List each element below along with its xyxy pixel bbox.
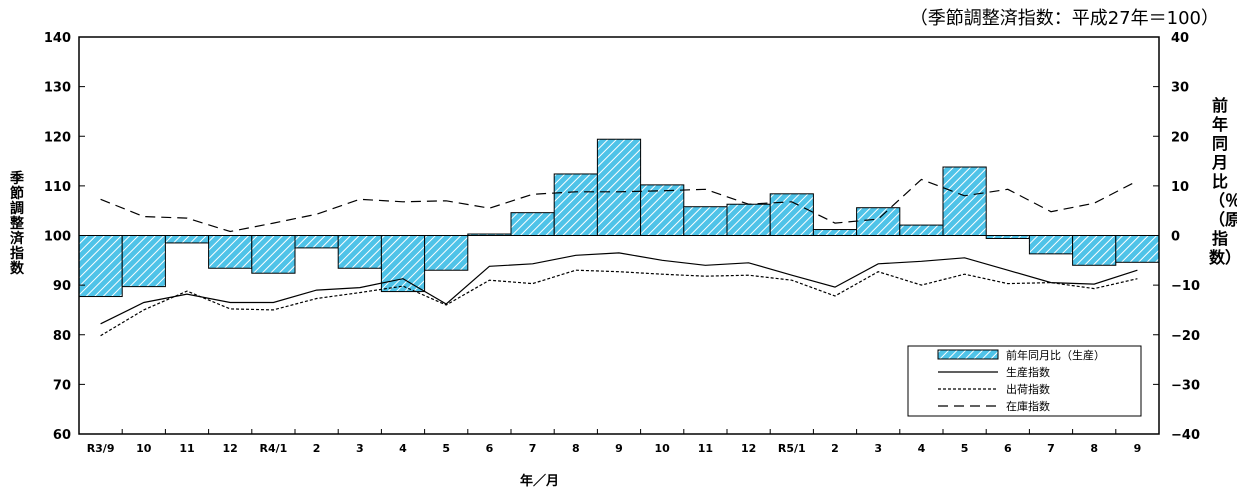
y-right-tick-label: −30: [1171, 378, 1200, 393]
line-series-1: [100, 252, 1138, 325]
y-right-tick-label: 0: [1171, 230, 1180, 245]
legend-label: 生産指数: [1006, 365, 1050, 379]
bar-R5/1: [769, 193, 814, 237]
legend-label: 出荷指数: [1006, 382, 1050, 396]
y-left-tick-label: 140: [44, 31, 71, 46]
y-axis-right-title: 前年同月比（％）（原指数）: [1209, 96, 1237, 267]
legend-swatch-bar: [937, 349, 999, 360]
x-tick-label: 6: [1004, 442, 1012, 455]
x-tick-label: 9: [615, 442, 623, 455]
bar-4: [380, 235, 426, 293]
y-left-tick-label: 70: [53, 378, 71, 393]
y-right-tick-label: −10: [1171, 279, 1200, 294]
y-right-tick-label: 20: [1171, 130, 1189, 145]
y-right-tick-label: −20: [1171, 329, 1200, 344]
y-left-tick-label: 80: [53, 329, 71, 344]
bar-3: [856, 207, 901, 237]
bar-2: [294, 235, 339, 249]
y-left-tick-label: 130: [44, 81, 71, 96]
x-tick-label: 5: [442, 442, 450, 455]
x-tick-label: 12: [223, 442, 238, 455]
bar-12: [726, 203, 771, 237]
y-right-tick-label: 40: [1171, 31, 1189, 46]
y-left-tick-label: 120: [44, 130, 71, 145]
bar-7: [1028, 235, 1074, 255]
x-tick-label: 10: [655, 442, 671, 455]
y-right-tick-label: 10: [1171, 180, 1189, 195]
bar-9: [1115, 235, 1160, 263]
bar-11: [683, 206, 728, 236]
bar-10: [640, 184, 685, 237]
x-tick-label: 12: [741, 442, 756, 455]
bar-5: [942, 166, 987, 236]
x-tick-label: 9: [1134, 442, 1142, 455]
bar-12: [208, 235, 253, 269]
y-right-tick-label: 30: [1171, 81, 1189, 96]
line-series-2: [100, 269, 1138, 337]
x-tick-label: 11: [698, 442, 713, 455]
y-left-tick-label: 100: [44, 230, 71, 245]
x-tick-label: 5: [961, 442, 969, 455]
y-axis-right-label: 前年同月比（％）（原指数）: [1209, 96, 1237, 267]
x-tick-label: 3: [356, 442, 364, 455]
x-tick-label: R5/1: [778, 442, 806, 455]
y-left-tick-label: 90: [53, 279, 71, 294]
x-tick-label: 11: [179, 442, 194, 455]
x-tick-label: 7: [529, 442, 537, 455]
x-tick-label: 2: [831, 442, 839, 455]
bar-8: [1072, 235, 1117, 266]
y-axis-left-title: 季節調整済指数: [8, 172, 26, 277]
unit-note: （季節調整済指数：平成27年＝100）: [909, 8, 1219, 29]
bar-10: [121, 235, 166, 288]
x-tick-label: R3/9: [87, 442, 115, 455]
bar-5: [424, 235, 469, 271]
bar-3: [337, 235, 382, 269]
x-tick-label: 4: [399, 442, 407, 455]
x-tick-label: 10: [136, 442, 152, 455]
y-axis-left-label: 季節調整済指数: [10, 171, 24, 277]
x-tick-label: 2: [313, 442, 321, 455]
legend-label: 前年同月比（生産）: [1006, 348, 1105, 362]
legend-label: 在庫指数: [1006, 399, 1050, 413]
y-left-tick-label: 110: [44, 180, 71, 195]
bar-7: [510, 212, 555, 236]
x-axis-title: 年／月: [520, 474, 560, 489]
bar-R3/9: [78, 235, 123, 298]
line-series-3: [100, 178, 1138, 233]
x-tick-label: 3: [874, 442, 882, 455]
bar-11: [164, 235, 210, 244]
bar-9: [596, 138, 642, 236]
bar-8: [553, 173, 598, 236]
bar-R4/1: [251, 235, 296, 274]
bar-4: [899, 224, 944, 237]
x-tick-label: 8: [1090, 442, 1098, 455]
y-right-tick-label: −40: [1171, 428, 1200, 443]
x-tick-label: R4/1: [260, 442, 288, 455]
bar-2: [812, 229, 858, 236]
y-left-tick-label: 60: [53, 428, 71, 443]
x-tick-label: 8: [572, 442, 580, 455]
x-tick-label: 6: [486, 442, 494, 455]
x-tick-label: 4: [918, 442, 926, 455]
x-tick-label: 7: [1047, 442, 1055, 455]
